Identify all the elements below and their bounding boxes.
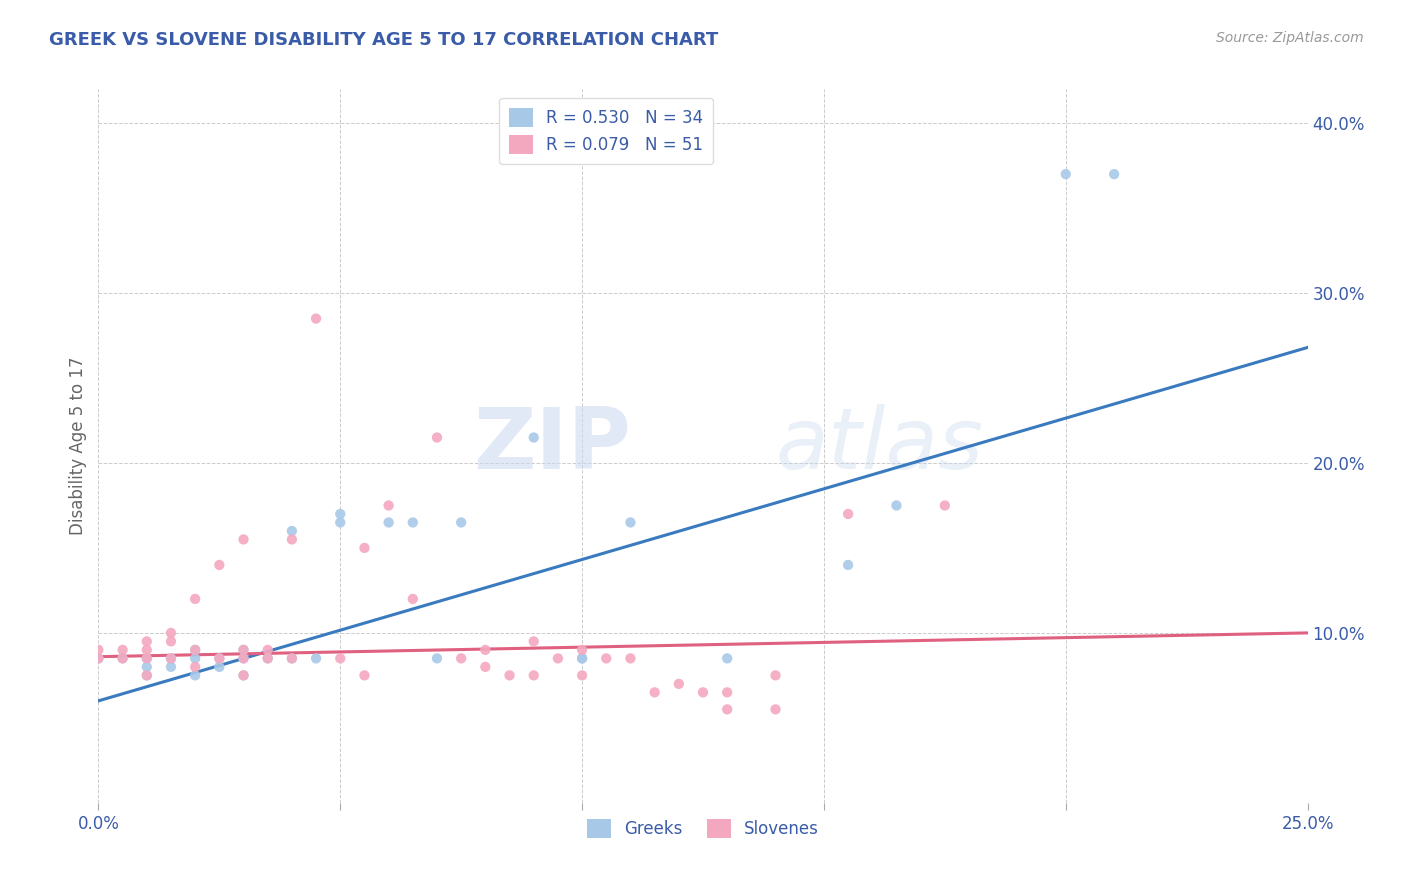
Point — [208, 660, 231, 674]
Point — [184, 591, 207, 606]
Point — [765, 668, 787, 682]
Point — [135, 660, 157, 674]
Point — [208, 558, 231, 572]
Point — [329, 507, 352, 521]
Point — [595, 651, 617, 665]
Point — [523, 634, 546, 648]
Text: GREEK VS SLOVENE DISABILITY AGE 5 TO 17 CORRELATION CHART: GREEK VS SLOVENE DISABILITY AGE 5 TO 17 … — [49, 31, 718, 49]
Point — [232, 643, 254, 657]
Point — [644, 685, 666, 699]
Point — [160, 651, 183, 665]
Point — [377, 499, 399, 513]
Point — [160, 634, 183, 648]
Point — [256, 651, 278, 665]
Point — [281, 533, 304, 547]
Point — [281, 651, 304, 665]
Point — [256, 651, 278, 665]
Point — [571, 651, 593, 665]
Text: atlas: atlas — [776, 404, 984, 488]
Point — [523, 668, 546, 682]
Point — [281, 524, 304, 538]
Point — [1102, 167, 1125, 181]
Point — [135, 668, 157, 682]
Point — [135, 634, 157, 648]
Point — [765, 702, 787, 716]
Point — [135, 651, 157, 665]
Point — [184, 643, 207, 657]
Point — [111, 651, 134, 665]
Text: ZIP: ZIP — [472, 404, 630, 488]
Point — [1054, 167, 1077, 181]
Point — [305, 651, 328, 665]
Point — [256, 643, 278, 657]
Point — [474, 643, 496, 657]
Point — [716, 685, 738, 699]
Point — [498, 668, 520, 682]
Point — [402, 516, 425, 530]
Point — [523, 430, 546, 444]
Point — [232, 533, 254, 547]
Point — [232, 651, 254, 665]
Point — [571, 651, 593, 665]
Point — [716, 651, 738, 665]
Point — [232, 668, 254, 682]
Point — [837, 507, 859, 521]
Point — [208, 651, 231, 665]
Point — [668, 677, 690, 691]
Point — [232, 643, 254, 657]
Point — [571, 643, 593, 657]
Point — [184, 651, 207, 665]
Point — [329, 516, 352, 530]
Legend: Greeks, Slovenes: Greeks, Slovenes — [581, 812, 825, 845]
Point — [232, 651, 254, 665]
Text: Source: ZipAtlas.com: Source: ZipAtlas.com — [1216, 31, 1364, 45]
Point — [619, 651, 641, 665]
Point — [184, 643, 207, 657]
Point — [450, 651, 472, 665]
Point — [87, 651, 110, 665]
Point — [571, 668, 593, 682]
Point — [837, 558, 859, 572]
Point — [353, 668, 375, 682]
Point — [547, 651, 569, 665]
Point — [111, 643, 134, 657]
Point — [160, 626, 183, 640]
Point — [934, 499, 956, 513]
Point — [402, 591, 425, 606]
Y-axis label: Disability Age 5 to 17: Disability Age 5 to 17 — [69, 357, 87, 535]
Point — [329, 651, 352, 665]
Point — [716, 702, 738, 716]
Point — [160, 651, 183, 665]
Point — [135, 643, 157, 657]
Point — [474, 660, 496, 674]
Point — [87, 643, 110, 657]
Point — [281, 651, 304, 665]
Point — [87, 651, 110, 665]
Point — [692, 685, 714, 699]
Point — [426, 430, 449, 444]
Point — [426, 651, 449, 665]
Point — [111, 651, 134, 665]
Point — [353, 541, 375, 555]
Point — [184, 668, 207, 682]
Point — [135, 668, 157, 682]
Point — [184, 660, 207, 674]
Point — [160, 660, 183, 674]
Point — [208, 651, 231, 665]
Point — [305, 311, 328, 326]
Point — [232, 668, 254, 682]
Point — [135, 651, 157, 665]
Point — [450, 516, 472, 530]
Point — [377, 516, 399, 530]
Point — [886, 499, 908, 513]
Point — [619, 516, 641, 530]
